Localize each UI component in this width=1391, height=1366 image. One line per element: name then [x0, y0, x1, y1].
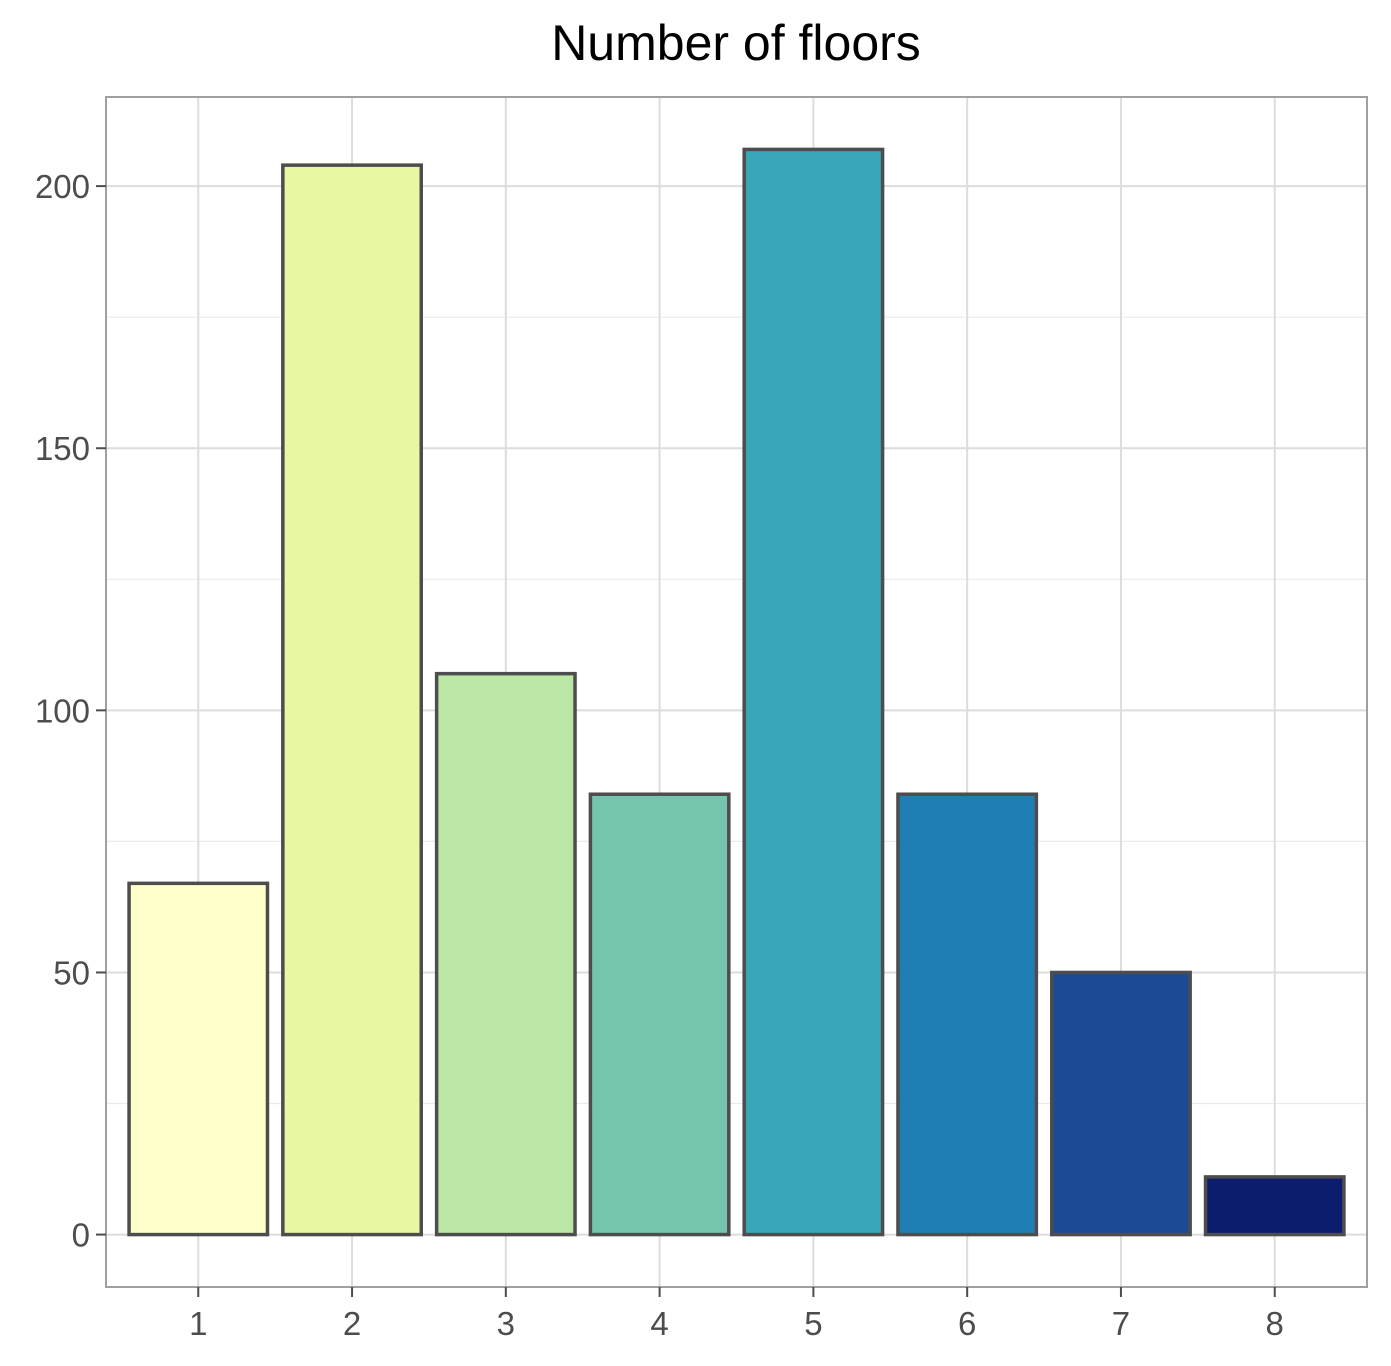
x-tick-label: 8	[1266, 1305, 1284, 1342]
x-axis: 1 2 3 4 5 6 7 8	[189, 1287, 1284, 1342]
y-tick-label: 100	[35, 692, 90, 729]
x-tick-label: 4	[650, 1305, 668, 1342]
x-tick-label: 5	[804, 1305, 822, 1342]
x-tick-label: 3	[497, 1305, 515, 1342]
bar-8	[1203, 1175, 1346, 1237]
y-tick-label: 150	[35, 430, 90, 467]
y-axis: 0 50 100 150 200	[35, 168, 106, 1254]
y-tick-label: 200	[35, 168, 90, 205]
x-tick-label: 2	[343, 1305, 361, 1342]
bar-1	[127, 881, 270, 1237]
bar-7	[1050, 970, 1192, 1237]
chart-title: Number of floors	[551, 15, 921, 71]
bar-2	[281, 163, 423, 1237]
bar-5	[742, 147, 885, 1237]
bar-3	[434, 671, 577, 1237]
x-tick-label: 6	[958, 1305, 976, 1342]
x-tick-label: 7	[1112, 1305, 1130, 1342]
y-tick-label: 50	[53, 954, 90, 991]
y-tick-label: 0	[72, 1217, 90, 1254]
bars	[127, 147, 1346, 1237]
panel-border	[105, 96, 1368, 1288]
bar-6	[896, 792, 1039, 1237]
x-tick-label: 1	[189, 1305, 207, 1342]
bar-4	[588, 792, 731, 1237]
